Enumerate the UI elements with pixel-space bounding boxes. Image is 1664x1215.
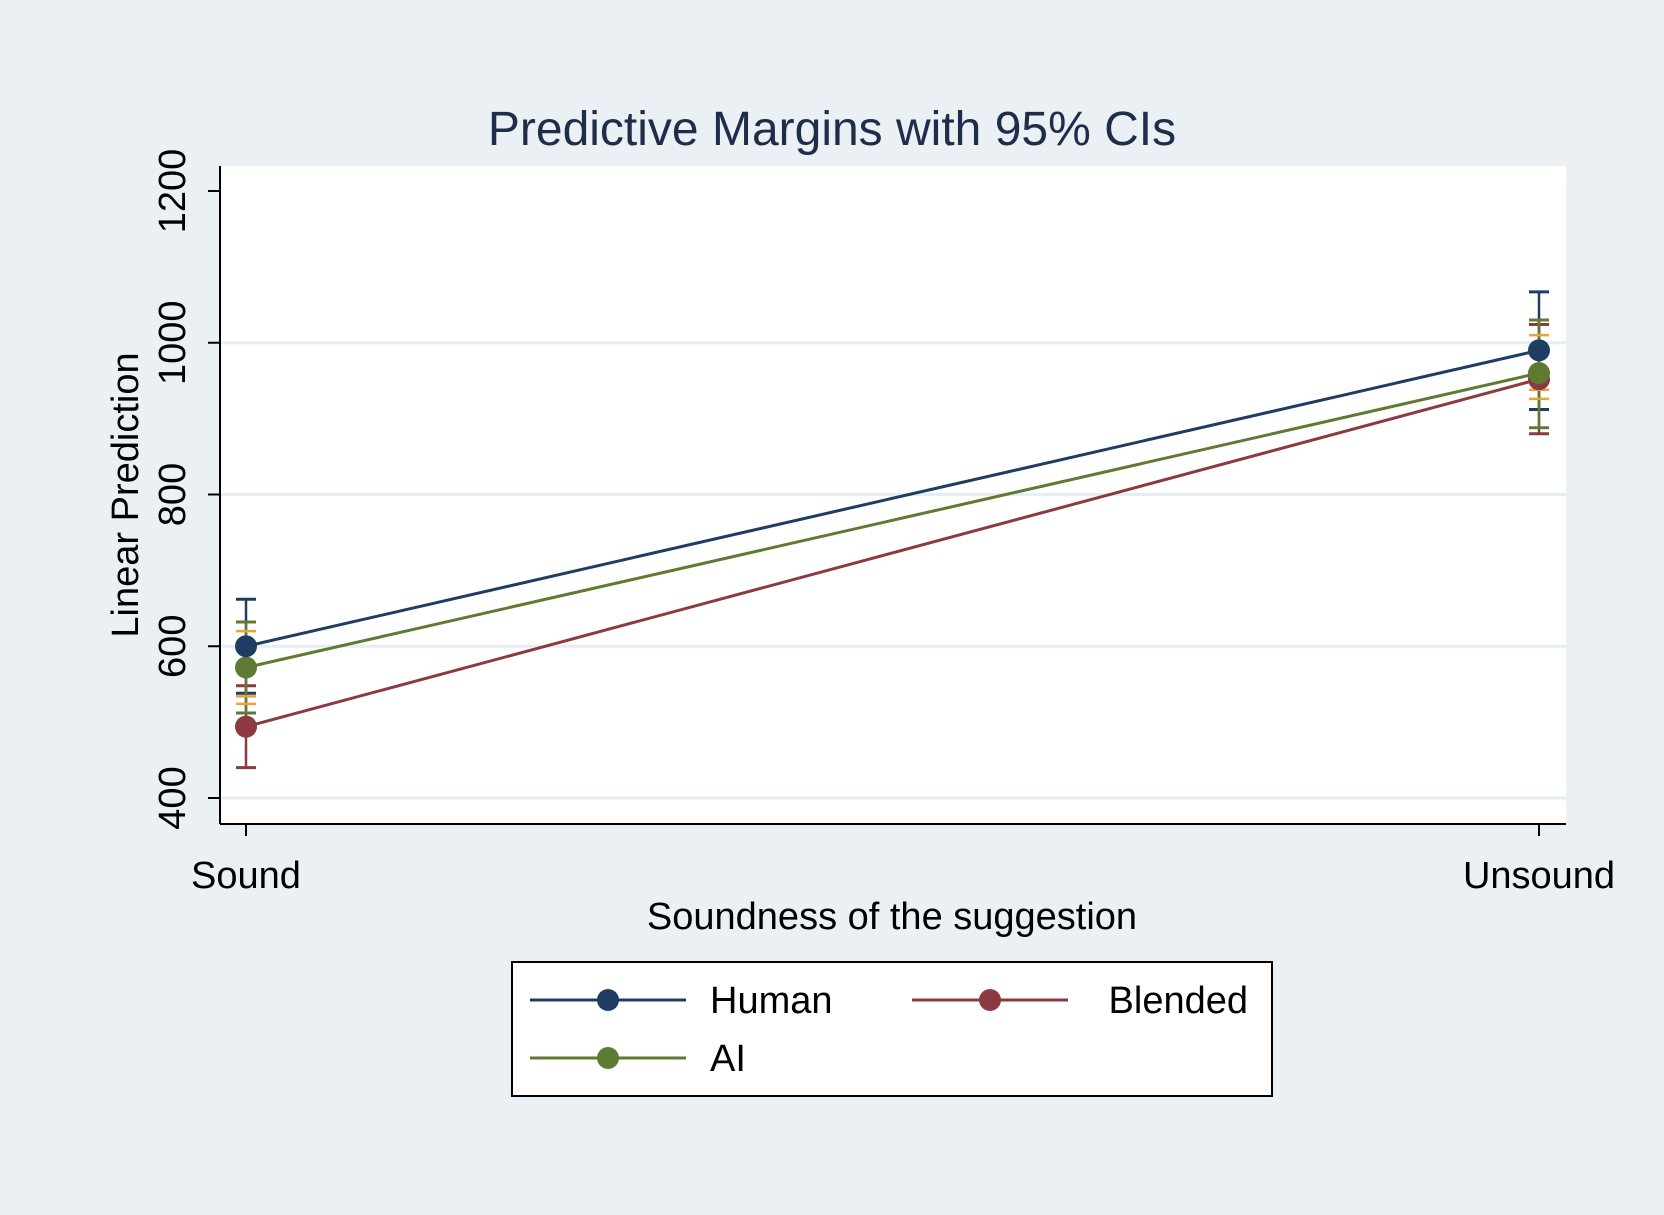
x-ticks: Sound Unsound	[191, 824, 1615, 897]
legend-marker-blended	[979, 989, 1001, 1011]
legend-label-blended: Blended	[1109, 980, 1248, 1022]
series-line-ai	[245, 371, 1540, 669]
y-ticks: 400 600 800 1000 1200	[152, 149, 220, 830]
y-tick-label-400: 400	[152, 766, 194, 829]
legend-marker-human	[597, 989, 619, 1011]
x-axis-label: Soundness of the suggestion	[647, 896, 1137, 938]
y-tick-label-1000: 1000	[152, 300, 194, 385]
data-point-human-sound	[235, 635, 257, 658]
chart-title: Predictive Margins with 95% CIs	[488, 103, 1176, 156]
y-axis-label: Linear Prediction	[105, 352, 147, 637]
x-tick-label-sound: Sound	[191, 855, 301, 897]
data-point-ai-unsound	[1528, 362, 1550, 385]
series-points	[235, 339, 1550, 738]
legend-label-ai: AI	[710, 1038, 746, 1080]
series-lines	[245, 348, 1540, 729]
gridlines	[221, 341, 1566, 800]
legend: Human Blended AI	[511, 961, 1273, 1097]
data-point-ai-sound	[235, 656, 257, 679]
data-point-blended-sound	[235, 715, 257, 738]
y-tick-label-1200: 1200	[152, 149, 194, 234]
series-line-blended	[245, 377, 1540, 729]
x-tick-label-unsound: Unsound	[1463, 855, 1615, 897]
legend-label-human: Human	[710, 980, 833, 1022]
legend-marker-ai	[597, 1047, 619, 1069]
y-tick-label-600: 600	[152, 615, 194, 678]
legend-box	[511, 961, 1273, 1097]
series-line-human	[245, 348, 1540, 648]
legend-entries: Human Blended AI	[530, 980, 1248, 1080]
data-point-human-unsound	[1528, 339, 1550, 362]
y-tick-label-800: 800	[152, 463, 194, 526]
